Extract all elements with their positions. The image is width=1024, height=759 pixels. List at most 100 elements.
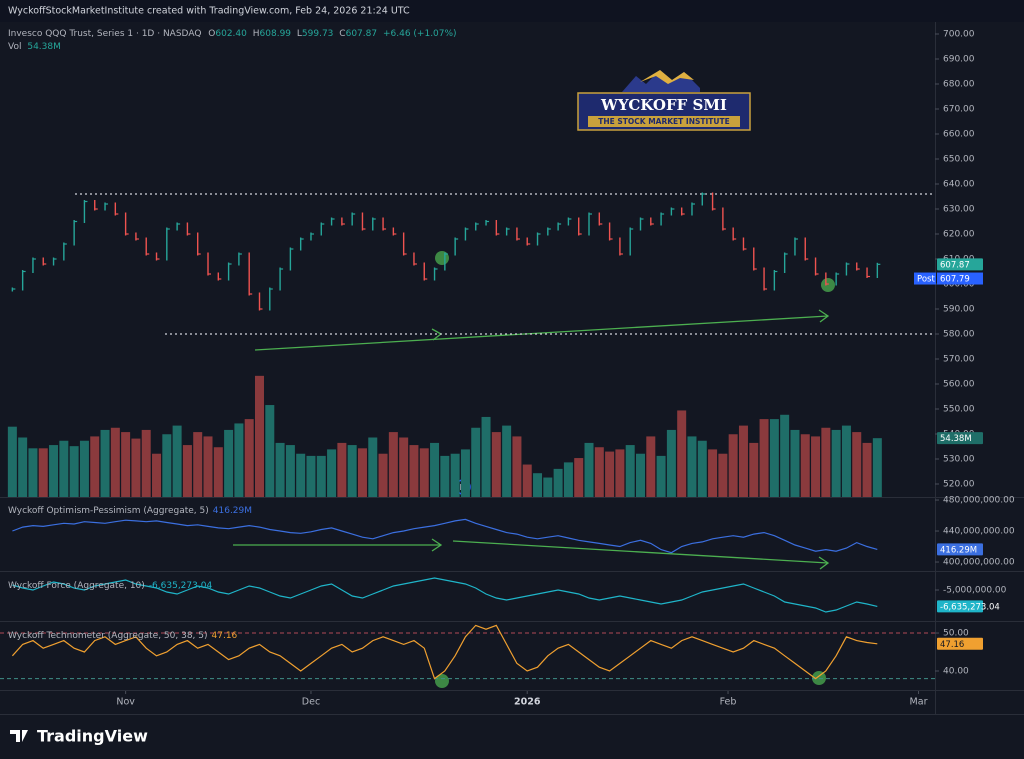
price-bar (63, 242, 65, 261)
y-tick-label: 620.00 (943, 230, 975, 240)
y-tick-label: 580.00 (943, 330, 975, 340)
trend-arrow (254, 315, 829, 351)
y-tick-label: 630.00 (943, 205, 975, 215)
price-bar (114, 202, 117, 216)
volume-bar (460, 449, 470, 497)
x-tick-label: Dec (302, 697, 320, 708)
volume-bar (821, 427, 831, 497)
price-bar (711, 192, 714, 211)
price-bar (763, 267, 765, 291)
y-tick-label: -5,000,000.00 (943, 586, 1007, 596)
price-bar (753, 247, 755, 271)
volume-bar (563, 462, 573, 497)
price-bar (876, 262, 879, 278)
volume-bar (831, 429, 841, 497)
y-tick-label: 520.00 (943, 480, 975, 490)
volume-bar (306, 455, 316, 497)
indicator-line (12, 518, 878, 554)
volume-bar (378, 453, 388, 497)
price-bar (361, 212, 364, 231)
ohlc-value: 599.73 (302, 29, 334, 39)
price-bar (402, 232, 405, 256)
volume-bar (553, 468, 563, 497)
volume-bar (450, 453, 460, 497)
volume-bar (7, 426, 17, 497)
price-bar (536, 232, 539, 246)
volume-bar (872, 438, 882, 497)
pane-title: Wyckoff Optimism-Pessimism (Aggregate, 5… (8, 506, 209, 516)
volume-bar (533, 473, 543, 497)
symbol-legend: Invesco QQQ Trust, Series 1 · 1D · NASDA… (8, 29, 457, 39)
price-bar (42, 257, 44, 266)
volume-bar (718, 453, 728, 497)
price-bar (804, 237, 806, 261)
arrow-head (818, 556, 830, 570)
y-tick-label: 590.00 (943, 305, 975, 315)
volume-bar (635, 453, 645, 497)
volume-bar (481, 416, 491, 497)
volume-bar (327, 449, 337, 497)
pane-legend: Wyckoff Technometer (Aggregate, 50, 38, … (8, 631, 238, 641)
ohlc-value: 602.40 (215, 29, 247, 39)
volume-bar (316, 455, 326, 497)
ohlc-value: 607.87 (346, 29, 378, 39)
price-bar (21, 270, 24, 291)
indicator-line (12, 577, 878, 613)
volume-bar (708, 449, 718, 497)
price-bar (866, 267, 868, 278)
x-tick-label: 2026 (514, 697, 541, 708)
y-tick-label: 550.00 (943, 405, 975, 415)
volume-bar (594, 447, 604, 497)
highlight (812, 671, 826, 685)
price-bar (330, 217, 333, 226)
volume-bar (471, 427, 481, 497)
vol-legend: Vol 54.38M (8, 42, 61, 52)
volume-bar (677, 410, 687, 497)
volume-bar (18, 437, 28, 497)
price-bar (104, 202, 106, 211)
volume-bar (615, 449, 625, 497)
pane-value: -6,635,273.04 (149, 581, 213, 591)
volume-bar (244, 419, 254, 497)
logo-title: WYCKOFF SMI (600, 96, 727, 114)
price-bar (856, 262, 858, 271)
x-tick-label: Mar (910, 697, 928, 708)
tv-icon (10, 730, 28, 742)
vol-title: Vol (8, 42, 21, 52)
volume-bar (512, 436, 522, 497)
volume-bar (574, 458, 584, 497)
y-tick-label: 640.00 (943, 180, 975, 190)
price-bar (639, 217, 642, 231)
price-bar (670, 207, 673, 216)
y-tick-label: 560.00 (943, 380, 975, 390)
volume-bar (697, 440, 707, 497)
highlight (821, 278, 835, 292)
y-tick-label: 680.00 (943, 80, 975, 90)
y-tick-label: 440,000,000.00 (943, 527, 1015, 537)
last-value-label: 416.29M (940, 545, 977, 555)
volume-bar (121, 432, 131, 497)
x-tick-label: Feb (720, 697, 737, 708)
volume-bar (38, 448, 48, 497)
volume-bar (409, 445, 419, 497)
volume-bar (69, 446, 79, 497)
price-bar (341, 217, 343, 226)
last-value-label: 47.16 (940, 640, 964, 650)
y-tick-label: 570.00 (943, 355, 975, 365)
price-bar (52, 257, 55, 266)
price-bar (526, 237, 528, 246)
volume-bar (738, 425, 748, 497)
volume-bar (491, 432, 501, 497)
price-bar (207, 252, 209, 276)
price-bar (783, 252, 786, 273)
price-bar (83, 200, 86, 223)
price-bar (433, 267, 436, 281)
volume-bar (440, 455, 450, 497)
price-bar (155, 252, 158, 261)
price-bar (578, 217, 580, 236)
price-bar (701, 192, 703, 206)
price-bar (567, 217, 570, 226)
pane-value: 47.16 (212, 631, 238, 641)
y-tick-label: 670.00 (943, 105, 975, 115)
